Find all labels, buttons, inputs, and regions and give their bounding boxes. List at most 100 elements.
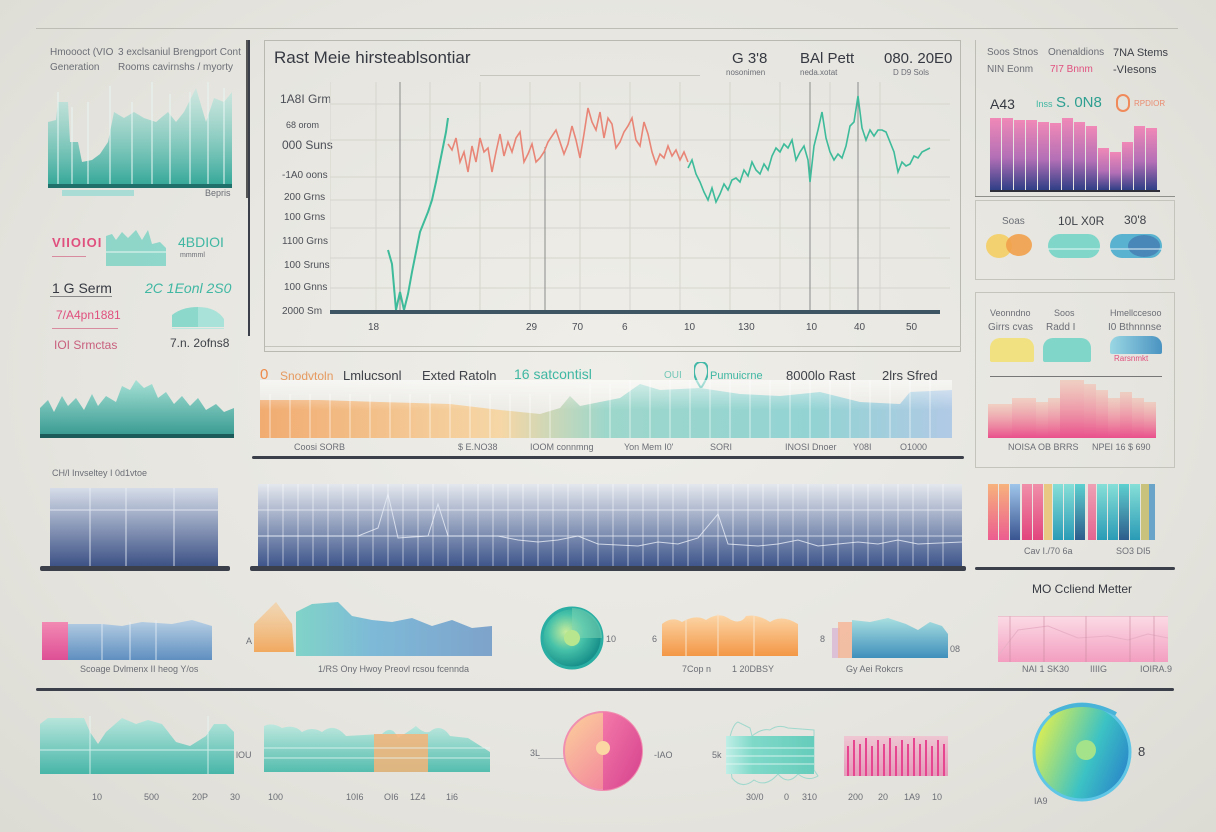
right-mid-panel — [975, 292, 1175, 468]
top-left-teal-bars-chart — [48, 82, 232, 188]
stripes-bottom-rule — [975, 567, 1175, 570]
rt-kpi-3-badge — [1116, 94, 1130, 112]
row5-c2-x-1: 10I6 — [346, 792, 364, 802]
pink-pie-chart[interactable] — [562, 710, 644, 792]
main-panel-bottom-rule — [265, 346, 961, 347]
orange-area-chart — [662, 612, 798, 656]
navy-small-rule — [40, 566, 230, 571]
kpi-1-value: G 3'8 — [732, 50, 768, 67]
teal-x-2: 310 — [802, 792, 818, 802]
blue-chart-caption: Gy Aei Rokcrs — [846, 664, 904, 674]
banner-label-5: Pumuicrne — [710, 370, 763, 382]
stat-row1-left: VIIOIOI — [52, 235, 103, 250]
rm-blue-cloud — [1110, 336, 1162, 354]
row5-c1-x-3: 30 — [230, 792, 241, 802]
top-left-header-2b: Rooms cavirnshs / myorty — [118, 62, 234, 73]
orange-x-1: 1 20DBSY — [732, 664, 775, 674]
row5-c2-x-3: 1Z4 — [410, 792, 426, 802]
y-tick-6: 1100 Grns — [282, 236, 328, 247]
banner-x-6: Y08I — [853, 442, 872, 452]
row4-chart2-side: A — [246, 636, 253, 646]
rt-header-2b: 7I7 Bnnm — [1050, 64, 1093, 75]
navy-wide-rule — [250, 566, 966, 571]
left-panel-divider — [248, 40, 250, 336]
pill-label-2: 10L X0R — [1058, 214, 1105, 228]
teal-x-0: 30/0 — [746, 792, 764, 802]
mid-row-caption: CH/l Invseltey I 0d1vtoe — [52, 468, 148, 478]
teal-donut-chart[interactable] — [540, 606, 604, 670]
top-left-panel — [38, 40, 248, 198]
banner-label-6: 8000lo Rast — [786, 368, 856, 383]
pill-yellow-orange — [985, 233, 1033, 259]
stat-row2-right: 2C 1Eonl 2S0 — [145, 280, 232, 296]
meter-pink-chart — [998, 616, 1168, 662]
blue-chart-right: 08 — [950, 644, 961, 654]
banner-x-2: IOOM connmng — [530, 442, 594, 452]
top-left-legend-bar — [62, 190, 134, 196]
x-tick-7: 40 — [854, 322, 866, 333]
kpi-1-sub: nosonimen — [726, 68, 766, 77]
pie-left-label: 3L — [530, 748, 541, 758]
kpi-3-sub: D D9 Sols — [893, 68, 930, 77]
pie-right-label: -IAO — [654, 750, 673, 760]
row5-c2-x-4: 1i6 — [446, 792, 459, 802]
top-left-header-2a: 3 exclsaniul Brengport Cont — [118, 47, 241, 58]
rm-pink-label: Rarsnmkt — [1114, 354, 1149, 363]
teal-x-1: 0 — [784, 792, 790, 802]
rm-label-2a: Soos — [1054, 308, 1075, 318]
stat-mini-teal-chart — [106, 226, 166, 266]
banner-badge-1: 0 — [260, 366, 269, 383]
kpi-3-value: 080. 20E0 — [884, 50, 953, 67]
y-tick-0: 1A8I Grm — [280, 92, 332, 106]
stat-row2-underline — [50, 296, 112, 297]
gradient-orb-gauge[interactable] — [1030, 700, 1134, 804]
rt-kpi-2-small: Inss — [1036, 99, 1053, 109]
rt-kpi-3: RPDIOR — [1134, 99, 1166, 108]
stripes-x-1: SO3 DI5 — [1116, 546, 1151, 556]
meter-x-1: IIIIG — [1090, 664, 1108, 674]
banner-bottom-rule — [252, 456, 964, 459]
right-top-panel — [975, 40, 1175, 196]
y-tick-5: 100 Grns — [284, 212, 326, 223]
right-color-stripes-chart — [988, 484, 1156, 542]
rt-header-1a: Soos Stnos — [987, 47, 1039, 58]
banner-badge-2-small: OUI — [664, 370, 682, 381]
rm-pink-histogram — [986, 376, 1166, 438]
pill-teal — [1048, 233, 1100, 259]
stat-row1-right-sub: mmmml — [180, 252, 205, 259]
main-line-chart[interactable] — [330, 82, 950, 322]
kpi-2-value: BAl Pett — [800, 50, 855, 67]
y-tick-9: 2000 Sm — [282, 306, 323, 317]
title-underline — [480, 75, 700, 76]
banner-x-4: SORI — [710, 442, 733, 452]
pill-label-3: 30'8 — [1124, 213, 1147, 227]
kpi-2-sub: neda.xotat — [800, 68, 838, 77]
row5-teal-orange-area-chart — [262, 722, 490, 782]
pink-x-0: 200 — [848, 792, 864, 802]
banner-label-2: Lmlucsonl — [343, 368, 402, 383]
rm-label-1a: Veonndno — [990, 308, 1031, 318]
row5-c2-x-2: OI6 — [384, 792, 399, 802]
left-teal-skyline-chart — [40, 376, 234, 438]
y-tick-7: 100 Sruns — [284, 260, 330, 271]
top-left-header-1a: Hmoooct (VIO — [50, 47, 114, 58]
row4-chart1-caption: Scoage Dvlmenx II heog Y/os — [80, 664, 199, 674]
orb-right-label: 8 — [1138, 744, 1146, 759]
rm-yellow-cloud — [990, 338, 1034, 362]
y-tick-4: 200 Grns — [284, 192, 326, 203]
rt-header-3b: -VIesons — [1113, 64, 1157, 76]
pie-left-connector — [538, 758, 564, 759]
location-pin-icon — [694, 362, 708, 388]
rm-label-2b: Radd I — [1046, 322, 1076, 333]
stat-mini-teal-half-pill — [172, 305, 224, 329]
banner-x-1: $ E.NO38 — [458, 442, 498, 452]
pink-x-1: 20 — [878, 792, 889, 802]
orb-bottom-label: IA9 — [1034, 796, 1048, 806]
stat-row3-underline — [52, 328, 118, 329]
stat-row1-right: 4BDIOI — [178, 234, 224, 250]
x-tick-6: 10 — [806, 322, 818, 333]
blue-chart-left: 8 — [820, 634, 826, 644]
stat-row3-left: 7/A4pn1881 — [56, 308, 121, 322]
pill-blue — [1110, 233, 1162, 259]
orange-x-0: 7Cop n — [682, 664, 712, 674]
